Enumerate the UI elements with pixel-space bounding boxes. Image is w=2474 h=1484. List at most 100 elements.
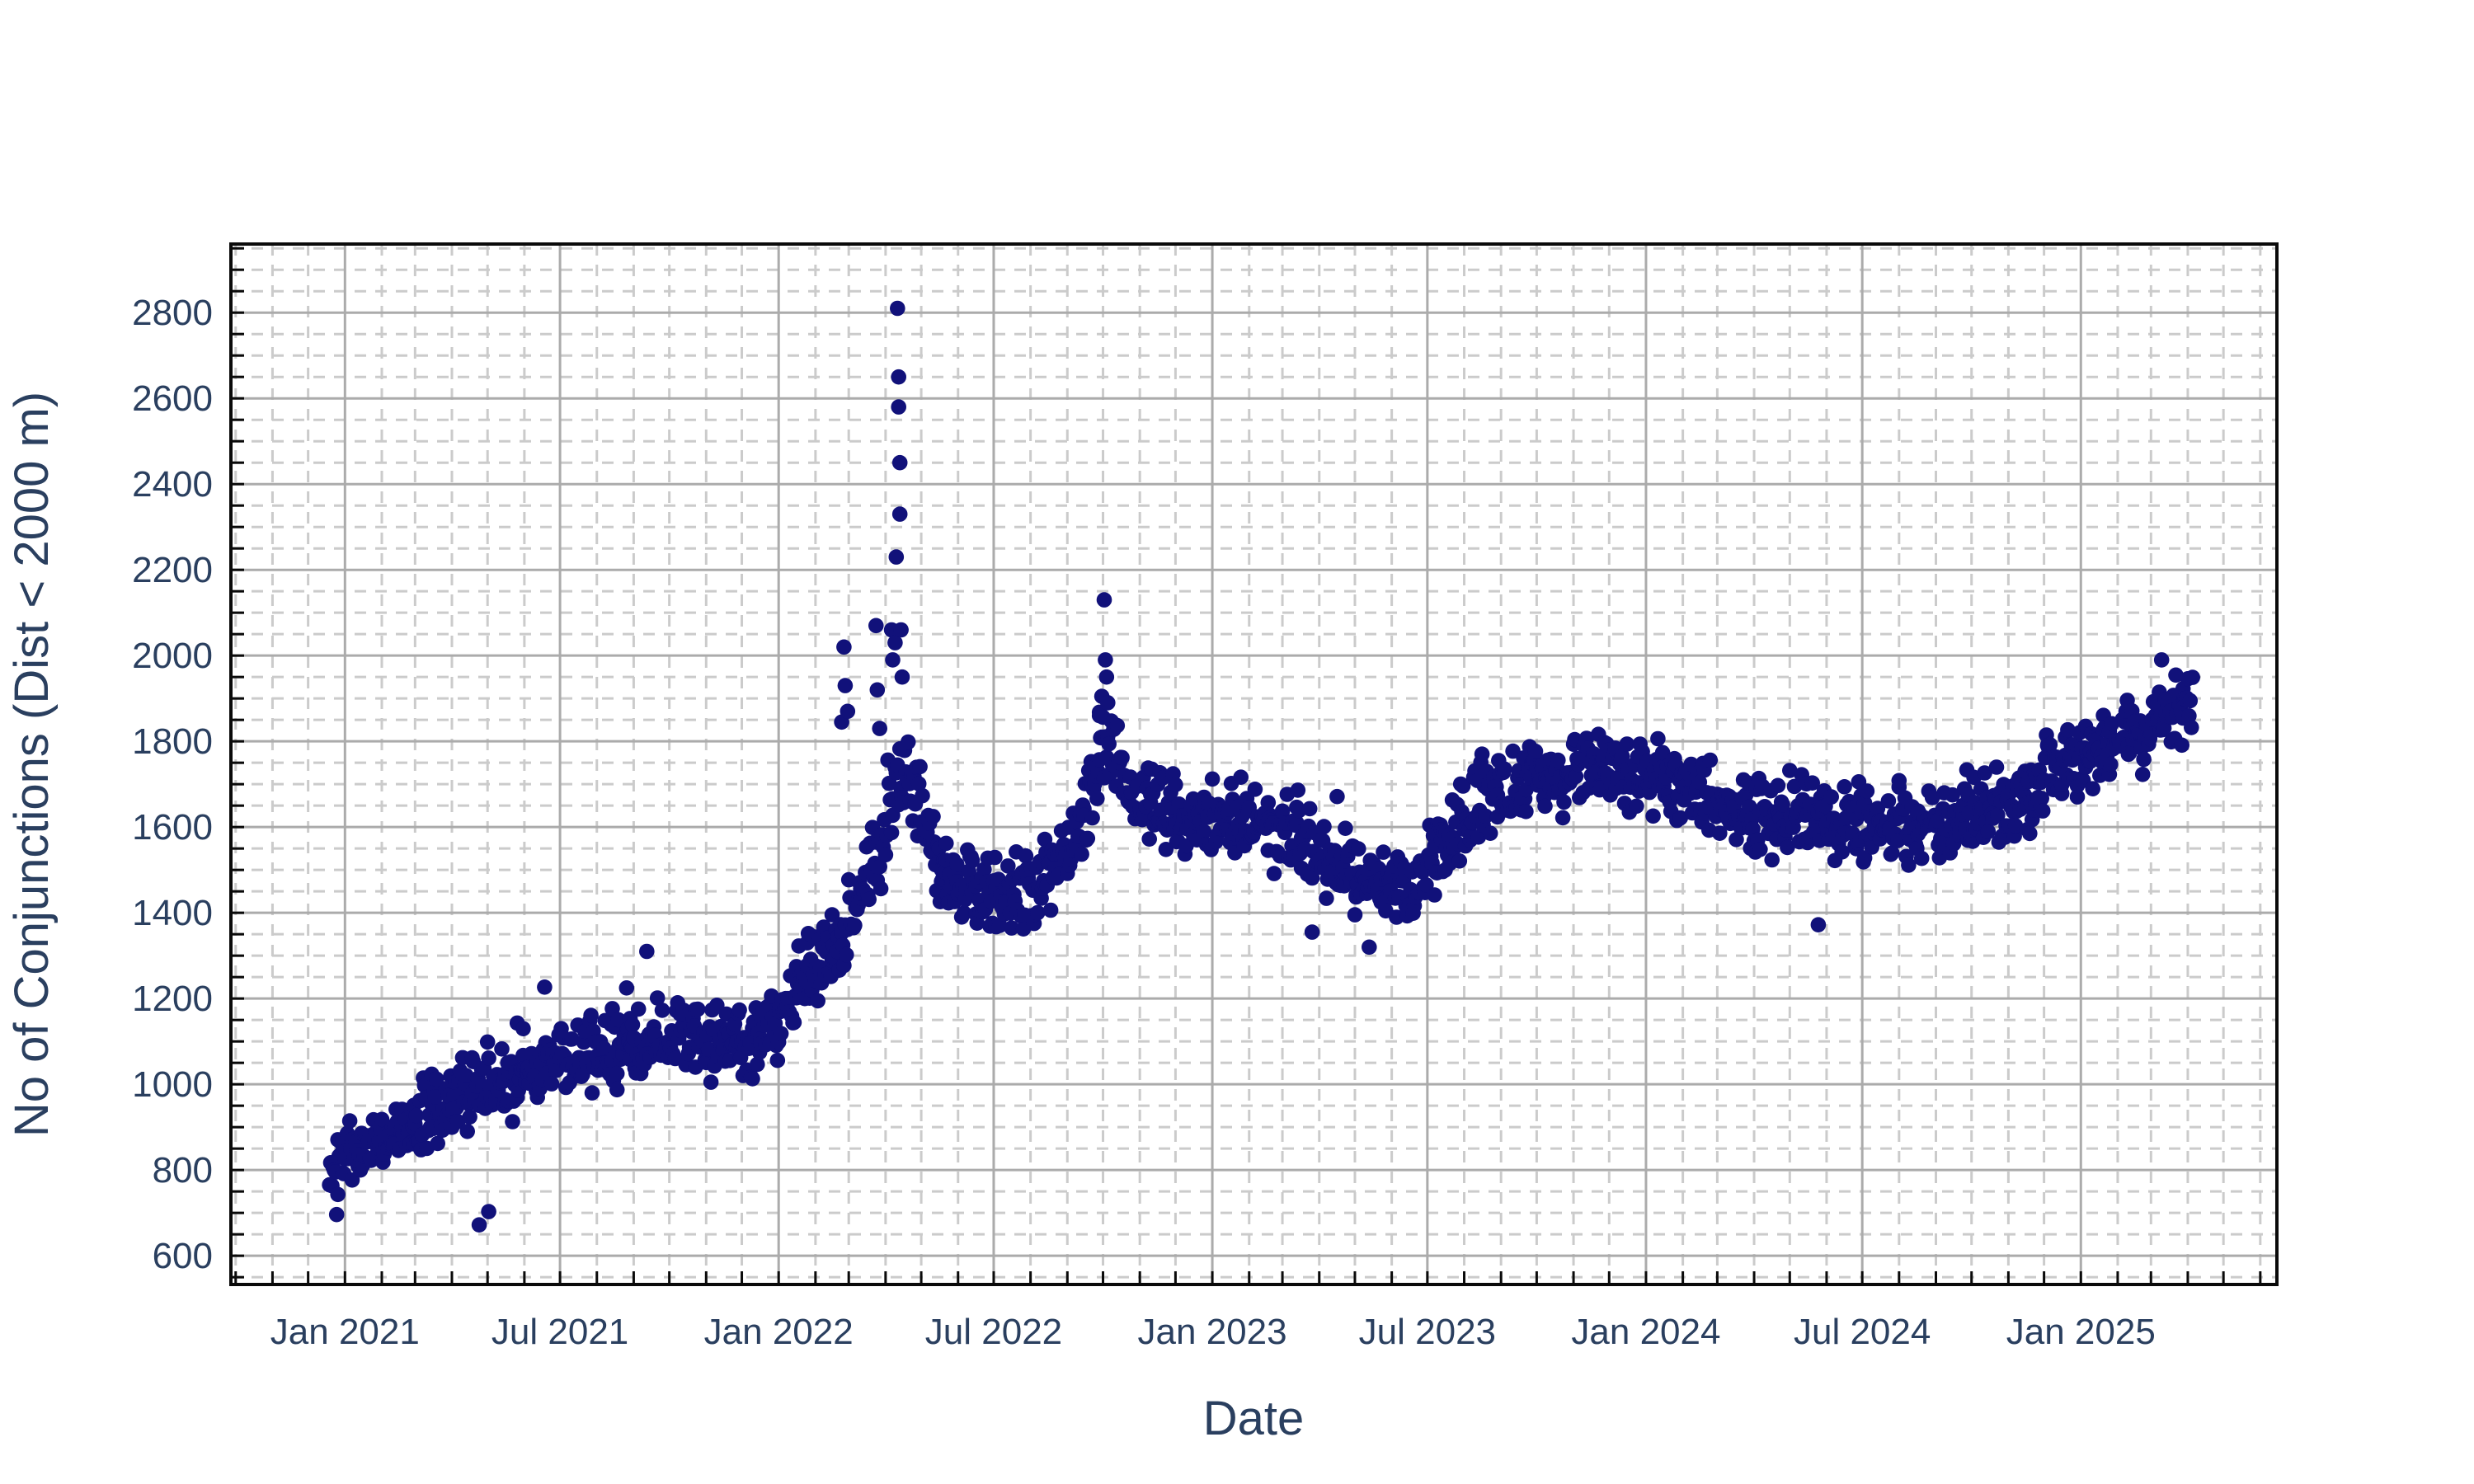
data-point[interactable] [810,993,825,1009]
data-point[interactable] [2007,818,2024,834]
data-point[interactable] [1347,907,1363,923]
data-point[interactable] [2174,737,2189,754]
data-point[interactable] [1891,773,1907,789]
data-point[interactable] [1158,842,1174,857]
data-point[interactable] [893,622,909,638]
data-point[interactable] [1837,779,1852,795]
data-point[interactable] [1247,782,1263,797]
data-point[interactable] [1329,788,1345,805]
data-point[interactable] [2069,789,2086,805]
data-point[interactable] [427,1089,444,1105]
data-point[interactable] [1518,804,1534,819]
data-point[interactable] [1497,761,1512,777]
data-point[interactable] [1304,924,1320,940]
data-point[interactable] [869,682,886,698]
data-point[interactable] [925,809,941,824]
data-point[interactable] [1304,870,1320,886]
data-point[interactable] [1859,783,1875,799]
data-point[interactable] [969,915,985,931]
data-point[interactable] [1274,803,1291,819]
data-point[interactable] [1101,736,1117,752]
data-point[interactable] [1000,858,1016,874]
data-point[interactable] [1096,592,1112,608]
data-point[interactable] [1810,917,1827,932]
data-point[interactable] [1786,778,1803,795]
data-point[interactable] [2184,720,2199,735]
data-point[interactable] [624,1017,641,1033]
data-point[interactable] [2103,756,2119,773]
data-point[interactable] [2060,721,2076,738]
data-point[interactable] [2182,693,2199,709]
data-point[interactable] [1980,824,1997,839]
data-point[interactable] [769,1052,786,1068]
data-point[interactable] [1030,904,1046,921]
data-point[interactable] [888,549,905,565]
data-point[interactable] [2042,736,2058,753]
data-point[interactable] [938,835,954,852]
data-point[interactable] [2085,781,2100,796]
data-point[interactable] [1018,848,1034,864]
data-point[interactable] [1004,920,1019,936]
data-point[interactable] [1301,801,1318,817]
data-point[interactable] [2181,708,2197,724]
data-point[interactable] [471,1217,487,1233]
data-point[interactable] [618,980,635,996]
data-point[interactable] [2156,720,2172,736]
data-point[interactable] [1100,695,1116,711]
data-point[interactable] [883,824,900,841]
data-point[interactable] [1474,746,1490,762]
data-point[interactable] [341,1113,358,1129]
data-point[interactable] [1109,717,1126,734]
data-point[interactable] [1233,769,1249,785]
data-point[interactable] [1945,787,1960,803]
data-point[interactable] [596,1040,612,1056]
data-point[interactable] [891,399,906,415]
data-point[interactable] [1834,844,1850,860]
data-point[interactable] [840,703,856,720]
data-point[interactable] [1266,866,1282,881]
data-point[interactable] [2122,744,2138,761]
data-point[interactable] [2168,667,2184,683]
data-point[interactable] [408,1107,425,1124]
data-point[interactable] [1171,796,1187,812]
data-point[interactable] [1650,730,1666,747]
data-point[interactable] [987,849,1003,866]
data-point[interactable] [639,943,655,960]
data-point[interactable] [1362,939,1377,956]
data-point[interactable] [868,618,884,634]
data-point[interactable] [1527,744,1544,759]
data-point[interactable] [1204,771,1221,787]
data-point[interactable] [2136,751,2152,768]
data-point[interactable] [330,1186,346,1203]
data-point[interactable] [1870,801,1886,816]
data-point[interactable] [745,1071,760,1087]
data-point[interactable] [1089,791,1105,806]
data-point[interactable] [891,506,908,522]
data-point[interactable] [1427,887,1442,903]
data-point[interactable] [494,1041,510,1057]
data-point[interactable] [2185,669,2200,685]
data-point[interactable] [462,1109,477,1125]
data-point[interactable] [1672,810,1688,826]
data-point[interactable] [991,918,1008,933]
data-point[interactable] [891,369,906,385]
data-point[interactable] [1518,782,1534,798]
data-point[interactable] [1619,736,1635,752]
data-point[interactable] [1260,795,1277,810]
data-point[interactable] [703,1074,719,1090]
data-point[interactable] [872,859,887,875]
data-point[interactable] [1351,841,1366,857]
data-point[interactable] [1884,845,1900,861]
data-point[interactable] [1764,852,1780,868]
data-point[interactable] [1196,824,1212,840]
data-point[interactable] [2134,767,2151,782]
data-point[interactable] [836,639,852,655]
data-point[interactable] [1478,808,1493,824]
data-point[interactable] [1804,775,1820,791]
data-point[interactable] [1098,669,1115,685]
data-points[interactable] [322,300,2200,1233]
data-point[interactable] [1614,748,1630,764]
data-point[interactable] [1990,807,2006,823]
data-point[interactable] [1290,782,1306,798]
